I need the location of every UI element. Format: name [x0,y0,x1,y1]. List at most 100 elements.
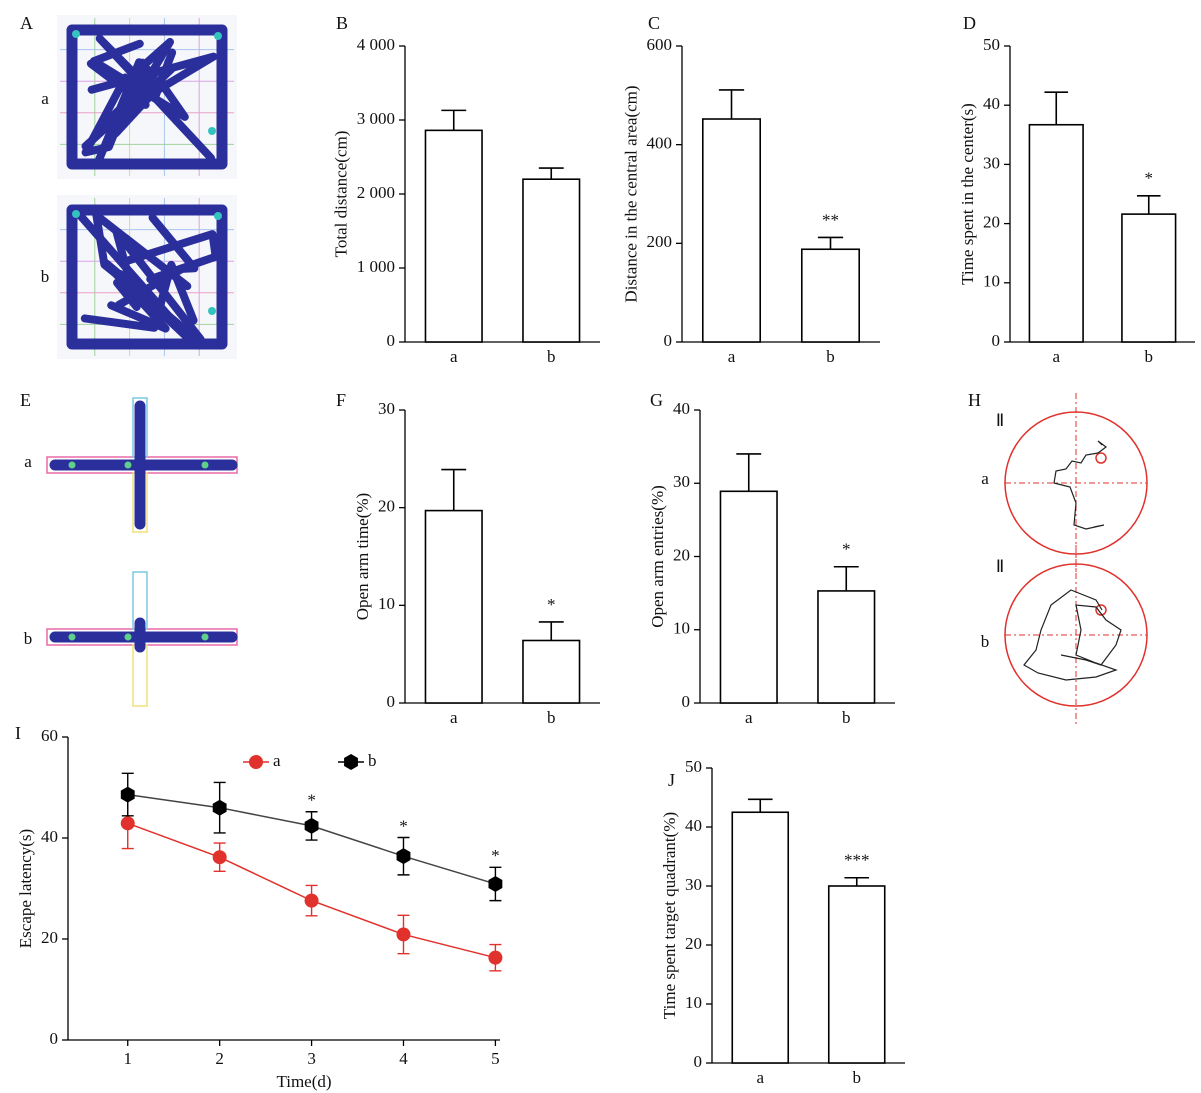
hotspot [72,210,80,218]
significance: * [842,540,851,559]
y-tick-label: 50 [685,757,702,776]
x-tick-label: a [1052,347,1060,366]
y-axis-label: Total distance(cm) [332,131,351,258]
y-tick-label: 20 [685,934,702,953]
error-bar [1137,196,1161,214]
bar [1029,125,1083,342]
y-axis-label: Time spent in the center(s) [958,103,977,285]
error-bar [736,454,761,491]
bar [1122,214,1176,342]
y-tick-label: 10 [983,272,1000,291]
hotspot [69,634,76,641]
y-tick-label: 10 [378,594,395,613]
point [488,951,502,965]
point [488,876,502,892]
row-label: b [981,632,990,651]
error-bar [539,622,564,641]
x-tick-label: a [728,347,736,366]
row-label: a [981,469,989,488]
hotspot [202,634,209,641]
x-tick-label: 1 [123,1049,132,1068]
point [213,850,227,864]
panel-letter: B [336,13,348,33]
page: AabEabHabⅡⅡB01 0002 0003 0004 000Total d… [0,0,1201,1093]
panel-letter: J [668,770,675,790]
y-tick-label: 40 [41,827,58,846]
bar [425,130,482,342]
bar [523,640,580,703]
y-tick-label: 400 [647,134,673,153]
y-tick-label: 20 [41,928,58,947]
y-axis-label: Open arm entries(%) [648,485,667,628]
y-tick-label: 200 [647,232,673,251]
hotspot [214,212,222,220]
hotspot [202,462,209,469]
x-tick-label: a [450,708,458,727]
y-tick-label: 60 [41,726,58,745]
bar [818,591,875,703]
x-tick-label: 5 [491,1049,500,1068]
y-tick-label: 0 [664,331,673,350]
hotspot [69,462,76,469]
significance: * [1145,169,1154,188]
hotspot [125,462,132,469]
legend-label: a [273,751,281,770]
significance: * [399,816,408,835]
y-tick-label: 0 [992,331,1001,350]
bar [425,511,482,703]
row-label: b [24,629,33,648]
x-tick-label: b [1145,347,1154,366]
figure: AabEabHabⅡⅡB01 0002 0003 0004 000Total d… [0,0,1201,1093]
y-tick-label: 0 [682,692,691,711]
bar [829,886,885,1063]
platform [1096,453,1106,463]
row-label: a [24,452,32,471]
y-tick-label: 30 [673,472,690,491]
significance: *** [844,851,870,870]
significance: * [547,595,556,614]
bar [802,249,859,342]
x-tick-label: 4 [399,1049,408,1068]
row-label: b [41,267,50,286]
x-tick-label: a [756,1068,764,1087]
panel-letter: E [20,390,31,410]
quadrant-label: Ⅱ [996,411,1004,430]
error-bar [441,470,466,511]
significance: * [491,846,500,865]
x-tick-label: 3 [307,1049,316,1068]
bar [523,179,580,342]
y-tick-label: 0 [387,692,396,711]
significance: * [307,791,316,810]
y-tick-label: 10 [685,993,702,1012]
x-axis-label: Time(d) [276,1072,331,1091]
point [305,818,319,834]
error-bar [539,168,564,179]
x-tick-label: 2 [215,1049,224,1068]
error-bar [719,90,744,119]
y-tick-label: 40 [673,399,690,418]
error-bar [818,237,843,249]
x-tick-label: a [450,347,458,366]
y-tick-label: 30 [983,153,1000,172]
y-tick-label: 40 [983,94,1000,113]
legend-label: b [368,751,377,770]
y-tick-label: 0 [50,1029,59,1048]
point [305,894,319,908]
panel-letter: D [963,13,976,33]
hotspot [72,30,80,38]
y-tick-label: 20 [378,497,395,516]
error-bar [1044,92,1068,125]
bar [720,491,777,703]
y-tick-label: 0 [694,1052,703,1071]
bar [703,119,760,342]
error-bar [441,110,466,130]
x-tick-label: a [745,708,753,727]
hotspot [208,307,216,315]
y-tick-label: 0 [387,331,396,350]
y-tick-label: 40 [685,816,702,835]
point [397,848,411,864]
y-tick-label: 1 000 [357,257,395,276]
quadrant-label: Ⅱ [996,557,1004,576]
y-axis-label: Open arm time(%) [353,493,372,620]
panel-letter: I [15,723,21,743]
